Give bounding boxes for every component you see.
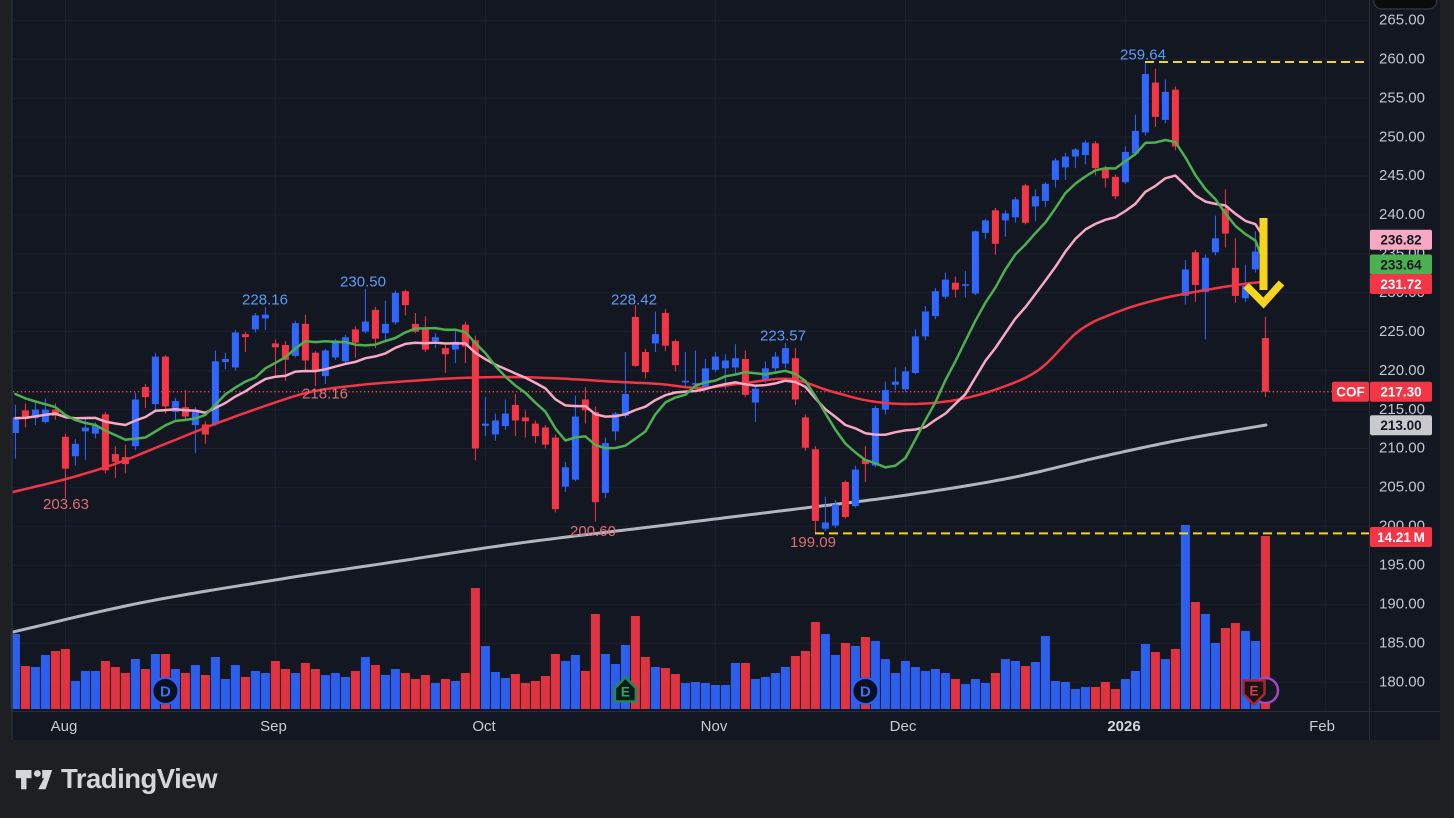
svg-text:COF: COF xyxy=(1336,385,1365,400)
svg-text:203.63: 203.63 xyxy=(43,496,89,513)
svg-text:D: D xyxy=(160,684,171,701)
svg-text:217.30: 217.30 xyxy=(1380,385,1421,400)
svg-text:199.09: 199.09 xyxy=(790,534,836,551)
svg-text:233.64: 233.64 xyxy=(1380,257,1422,272)
svg-text:250.00: 250.00 xyxy=(1379,128,1425,145)
svg-text:Aug: Aug xyxy=(51,718,78,735)
svg-text:245.00: 245.00 xyxy=(1379,167,1425,184)
svg-text:Sep: Sep xyxy=(260,718,287,735)
svg-text:255.00: 255.00 xyxy=(1379,89,1425,106)
svg-text:218.16: 218.16 xyxy=(302,386,348,403)
svg-text:230.50: 230.50 xyxy=(340,274,386,291)
svg-text:223.57: 223.57 xyxy=(760,328,806,345)
svg-text:231.72: 231.72 xyxy=(1380,277,1421,292)
svg-text:265.00: 265.00 xyxy=(1379,12,1425,29)
svg-text:228.16: 228.16 xyxy=(242,292,288,309)
svg-text:215.00: 215.00 xyxy=(1379,401,1425,418)
svg-text:228.42: 228.42 xyxy=(611,292,657,309)
svg-text:190.00: 190.00 xyxy=(1379,595,1425,612)
svg-text:Feb: Feb xyxy=(1309,718,1335,735)
svg-text:Oct: Oct xyxy=(472,718,496,735)
svg-text:180.00: 180.00 xyxy=(1379,673,1425,690)
svg-text:14.21 M: 14.21 M xyxy=(1377,530,1425,545)
svg-text:205.00: 205.00 xyxy=(1379,479,1425,496)
svg-text:210.00: 210.00 xyxy=(1379,440,1425,457)
svg-text:TradingView: TradingView xyxy=(61,763,218,794)
svg-text:E: E xyxy=(621,685,630,700)
svg-text:220.00: 220.00 xyxy=(1379,362,1425,379)
svg-text:195.00: 195.00 xyxy=(1379,556,1425,573)
svg-text:E: E xyxy=(1249,684,1258,699)
svg-text:Nov: Nov xyxy=(701,718,728,735)
svg-text:225.00: 225.00 xyxy=(1379,323,1425,340)
svg-text:260.00: 260.00 xyxy=(1379,50,1425,67)
svg-text:2026: 2026 xyxy=(1107,718,1140,735)
svg-text:185.00: 185.00 xyxy=(1379,634,1425,651)
svg-text:240.00: 240.00 xyxy=(1379,206,1425,223)
svg-text:213.00: 213.00 xyxy=(1380,418,1421,433)
svg-text:259.64: 259.64 xyxy=(1120,47,1166,64)
svg-text:200.60: 200.60 xyxy=(570,523,616,540)
svg-text:236.82: 236.82 xyxy=(1380,233,1421,248)
svg-text:Dec: Dec xyxy=(890,718,917,735)
svg-text:D: D xyxy=(860,684,871,701)
